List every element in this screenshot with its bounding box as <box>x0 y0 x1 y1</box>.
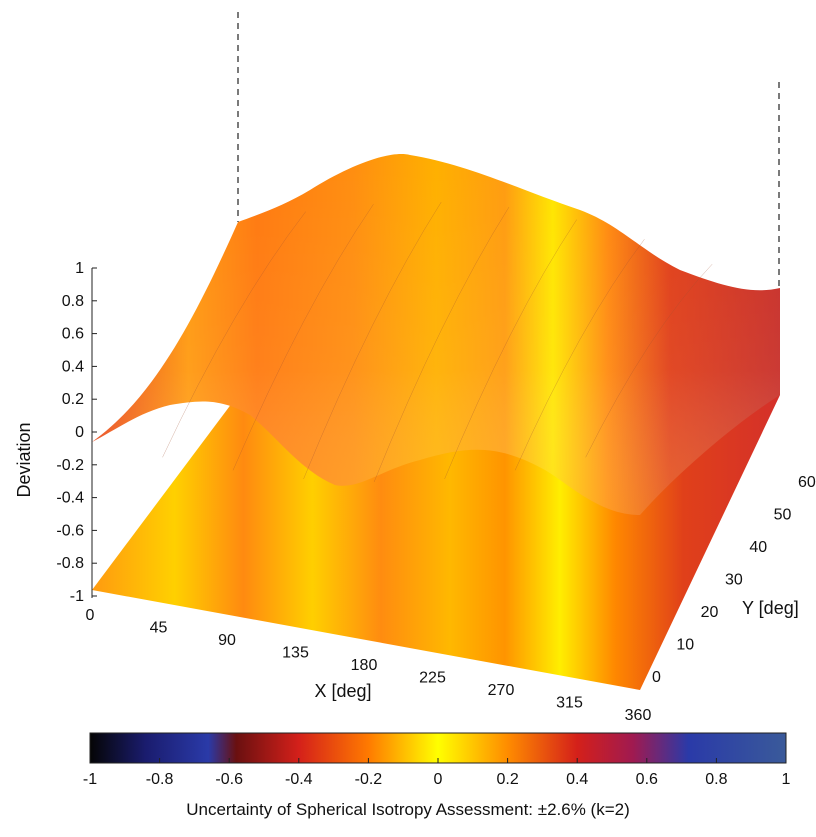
surface-mesh <box>162 201 713 483</box>
x-axis-label: X [deg] <box>314 681 371 701</box>
y-tick-label: 20 <box>701 604 719 621</box>
x-tick-label: 315 <box>556 695 583 712</box>
colorbar-tick-label: 0.8 <box>705 771 727 788</box>
z-tick-label: 0.2 <box>62 391 84 408</box>
z-tick-label: -0.2 <box>56 457 84 474</box>
z-tick-label: 0.8 <box>62 293 84 310</box>
y-axis-ticks: 0 10 20 30 40 50 60 <box>652 474 816 686</box>
z-tick-label: -0.4 <box>56 490 84 507</box>
surface-shading <box>92 154 780 515</box>
z-tick-label: 0 <box>75 424 84 441</box>
colorbar-ticks: -1 -0.8 -0.6 -0.4 -0.2 0 0.2 0.4 0.6 0.8 1 <box>83 758 791 788</box>
z-axis-label: Deviation <box>14 422 34 497</box>
x-axis-ticks: 0 45 90 135 180 225 270 315 360 <box>86 607 652 724</box>
colorbar-tick-label: -0.4 <box>285 771 313 788</box>
mesh-line <box>373 206 510 483</box>
mesh-line <box>232 204 374 471</box>
z-tick-label: -0.8 <box>56 555 84 572</box>
mesh-line <box>514 238 645 471</box>
y-tick-label: 40 <box>749 539 767 556</box>
colorbar-tick-label: -1 <box>83 771 97 788</box>
colorbar-tick-label: -0.6 <box>215 771 243 788</box>
x-tick-label: 135 <box>282 645 309 662</box>
z-tick-label: -1 <box>70 588 84 605</box>
y-tick-label: 30 <box>725 572 743 589</box>
colorbar-tick-label: 0.6 <box>636 771 658 788</box>
colorbar-tick-label: 0.4 <box>566 771 588 788</box>
x-tick-label: 225 <box>419 670 446 687</box>
x-tick-label: 270 <box>488 682 515 699</box>
mesh-line <box>162 211 306 458</box>
y-axis-label: Y [deg] <box>742 598 799 618</box>
x-tick-label: 45 <box>150 620 168 637</box>
y-tick-label: 60 <box>798 474 816 491</box>
colorbar-tick-label: 1 <box>782 771 791 788</box>
y-tick-label: 50 <box>774 507 792 524</box>
y-tick-label: 0 <box>652 669 661 686</box>
z-tick-label: 0.4 <box>62 358 84 375</box>
mesh-line <box>444 219 577 480</box>
x-tick-label: 0 <box>86 607 95 624</box>
colorbar-caption: Uncertainty of Spherical Isotropy Assess… <box>186 800 630 819</box>
z-tick-label: 1 <box>75 260 84 277</box>
z-axis-ticks: -1 -0.8 -0.6 -0.4 -0.2 0 0.2 0.4 0.6 0.8 1 <box>56 260 97 605</box>
mesh-line <box>303 201 442 480</box>
colorbar-tick-label: 0 <box>434 771 443 788</box>
x-tick-label: 180 <box>351 657 378 674</box>
x-tick-label: 90 <box>218 632 236 649</box>
y-tick-label: 10 <box>676 637 694 654</box>
mesh-line <box>585 263 713 458</box>
colorbar-tick-label: 0.2 <box>496 771 518 788</box>
colorbar-tick-label: -0.2 <box>355 771 383 788</box>
z-tick-label: -0.6 <box>56 522 84 539</box>
colorbar-tick-label: -0.8 <box>146 771 174 788</box>
x-tick-label: 360 <box>625 707 652 724</box>
z-tick-label: 0.6 <box>62 326 84 343</box>
